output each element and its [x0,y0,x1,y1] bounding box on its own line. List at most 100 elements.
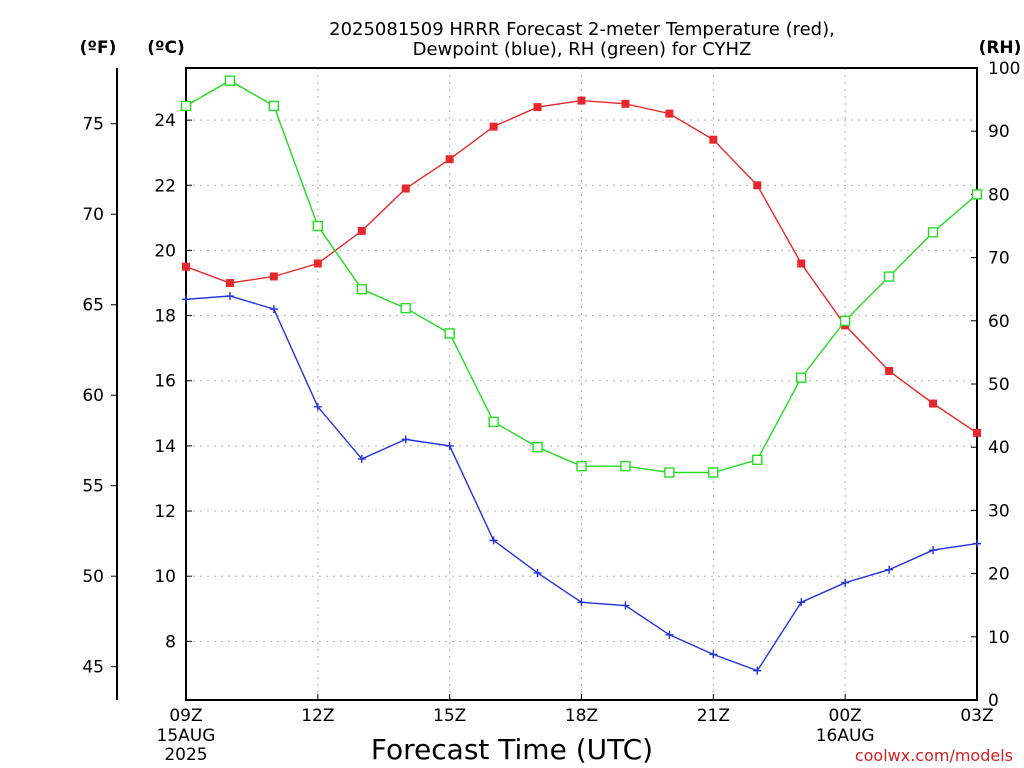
rh-point [664,467,675,478]
temperature-point [533,103,542,112]
temperature-point [225,279,234,288]
celsius-tick-label: 10 [154,567,176,587]
dewpoint-point [401,435,410,444]
temperature-point [753,181,762,190]
dewpoint-point [489,536,498,545]
dewpoint-point [841,578,850,587]
rh-point [752,454,763,466]
temperature-point [709,135,718,144]
temperature-point [577,96,586,105]
rh-point [444,328,455,339]
dewpoint-point [225,292,234,301]
celsius-tick-label: 14 [154,437,176,457]
temperature-point [929,399,938,408]
temperature-point [357,226,366,235]
dewpoint-point [885,565,894,574]
dewpoint-point [665,630,674,639]
rh-tick-label: 100 [988,59,1020,79]
x-tick-label: 21Z [697,706,730,726]
chart-title-line2: Dewpoint (blue), RH (green) for CYHZ [413,39,752,60]
temperature-point [973,428,981,437]
rh-unit-label: (RH) [979,38,1022,58]
rh-tick-label: 10 [988,628,1010,648]
rh-point [488,416,499,428]
rh-tick-label: 30 [988,501,1010,521]
dewpoint-point [269,305,278,314]
fahrenheit-tick-label: 60 [82,386,104,406]
rh-tick-label: 60 [988,312,1010,332]
rh-point [927,227,939,238]
dewpoint-point [973,539,981,548]
x-tick-label: 03Z [960,706,993,726]
rh-tick-label: 80 [988,185,1010,205]
grid-lines [185,68,978,700]
temperature-point [621,99,630,108]
rh-tick-label: 50 [988,375,1010,395]
temperature-point [269,272,278,281]
rh-point [224,75,236,86]
fahrenheit-unit-label: (ºF) [80,38,117,58]
fahrenheit-tick-label: 75 [82,115,104,135]
rh-point [532,442,543,453]
axes [111,67,978,701]
rh-point [180,100,192,112]
x-tick-label: 18Z [565,706,598,726]
celsius-tick-label: 18 [154,307,176,327]
celsius-tick-label: 24 [154,111,176,131]
dewpoint-point [533,568,542,577]
celsius-tick-label: 16 [154,372,176,392]
x-axis-title: Forecast Time (UTC) [371,733,653,766]
fahrenheit-tick-label: 55 [82,477,104,497]
temperature-point [445,155,454,164]
celsius-tick-label: 8 [165,632,176,652]
chart-title-line1: 2025081509 HRRR Forecast 2-meter Tempera… [329,19,835,40]
rh-tick-label: 40 [988,438,1010,458]
rh-point [708,467,719,478]
celsius-tick-label: 12 [154,502,176,522]
fahrenheit-tick-label: 50 [82,567,104,587]
rh-point [883,271,895,282]
credit-text: coolwx.com/models [855,746,1013,765]
celsius-tick-label: 22 [154,176,176,196]
x-tick-date-label: 16AUG [816,726,875,746]
dewpoint-point [182,295,190,304]
temperature-point [885,366,894,375]
celsius-tick-label: 20 [154,241,176,261]
x-tick-label: 12Z [301,706,334,726]
dewpoint-point [445,441,454,450]
celsius-unit-label: (ºC) [147,38,185,58]
rh-point [839,315,851,326]
x-tick-year-label: 2025 [164,745,207,765]
x-tick-label: 00Z [829,706,862,726]
rh-point [971,189,983,200]
fahrenheit-tick-label: 70 [82,205,104,225]
temperature-point [182,262,190,271]
fahrenheit-tick-label: 45 [82,658,104,678]
rh-point [576,460,587,472]
dewpoint-point [313,402,322,411]
dewpoint-point [709,650,718,659]
rh-point [312,220,324,232]
x-tick-date-label: 15AUG [157,726,216,746]
rh-tick-label: 70 [988,249,1010,269]
dewpoint-point [753,666,762,675]
dewpoint-point [621,601,630,610]
dewpoint-point [357,454,366,463]
temperature-point [489,122,498,131]
tick-labels: 8 10 12 14 16 18 20 22 24 45 50 55 60 65 70 75 0 10 20 30 40… [82,59,1020,765]
rh-point [268,100,280,112]
dewpoint-point [577,598,586,607]
x-tick-label: 09Z [169,706,202,726]
series-layer [180,75,983,675]
fahrenheit-tick-label: 65 [82,296,104,316]
temperature-point [797,259,806,268]
temperature-point [313,259,322,268]
rh-point [356,284,367,295]
rh-point [620,460,631,472]
dewpoint-point [797,598,806,607]
temperature-point [401,184,410,193]
rh-point [796,372,807,383]
rh-point [400,302,411,314]
dewpoint-point [929,546,938,555]
